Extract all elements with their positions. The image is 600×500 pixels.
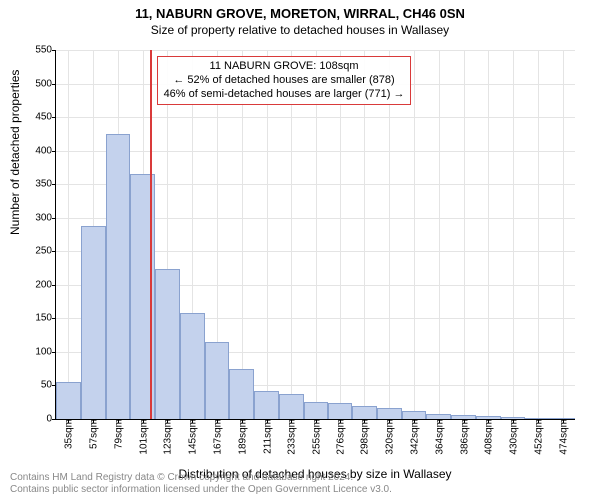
histogram-bar [402,411,427,419]
histogram-bar [155,269,180,419]
xtick-label: 430sqm [507,419,520,455]
chart-wrap: 05010015020025030035040045050055035sqm57… [55,50,575,420]
plot-area: 05010015020025030035040045050055035sqm57… [55,50,575,420]
xtick-label: 211sqm [260,419,273,454]
gridline-vertical [242,50,243,419]
histogram-bar [377,408,402,419]
xtick-label: 276sqm [333,419,346,455]
xtick-label: 35sqm [62,419,75,449]
xtick-label: 167sqm [210,419,223,455]
gridline-vertical [464,50,465,419]
xtick-label: 79sqm [111,419,124,449]
xtick-label: 123sqm [161,419,174,455]
xtick-label: 320sqm [383,419,396,455]
gridline-vertical [538,50,539,419]
gridline-vertical [414,50,415,419]
ytick-label: 150 [35,313,56,324]
ytick-label: 100 [35,346,56,357]
annotation-line1: 11 NABURN GROVE: 108sqm [164,60,405,74]
histogram-bar [254,391,279,419]
xtick-label: 145sqm [186,419,199,455]
title-sub: Size of property relative to detached ho… [0,21,600,37]
histogram-bar [304,402,329,419]
annotation-line3: 46% of semi-detached houses are larger (… [164,88,405,102]
gridline-vertical [513,50,514,419]
xtick-label: 233sqm [285,419,298,455]
histogram-bar [279,394,304,419]
title-main: 11, NABURN GROVE, MORETON, WIRRAL, CH46 … [0,0,600,21]
histogram-bar [426,414,451,419]
histogram-bar [550,418,575,419]
y-axis-label: Number of detached properties [8,70,22,235]
xtick-label: 57sqm [87,419,100,449]
xtick-label: 386sqm [457,419,470,455]
histogram-bar [328,403,352,419]
ytick-label: 350 [35,179,56,190]
gridline-vertical [291,50,292,419]
histogram-bar [81,226,106,419]
histogram-bar [205,342,230,419]
property-marker-line [150,50,152,419]
attribution-footer: Contains HM Land Registry data © Crown c… [10,472,392,496]
ytick-label: 450 [35,112,56,123]
ytick-label: 50 [41,380,56,391]
xtick-label: 255sqm [310,419,323,455]
histogram-bar [106,134,131,419]
ytick-label: 500 [35,78,56,89]
histogram-bar [501,417,526,419]
gridline-vertical [389,50,390,419]
histogram-bar [352,406,377,419]
histogram-bar [525,418,550,419]
gridline-vertical [316,50,317,419]
histogram-bar [180,313,205,419]
annotation-box: 11 NABURN GROVE: 108sqm← 52% of detached… [157,56,412,105]
xtick-label: 298sqm [358,419,371,455]
histogram-bar [229,369,254,419]
xtick-label: 474sqm [556,419,569,455]
gridline-vertical [340,50,341,419]
gridline-vertical [439,50,440,419]
gridline-vertical [364,50,365,419]
ytick-label: 250 [35,246,56,257]
gridline-vertical [267,50,268,419]
chart-container: 11, NABURN GROVE, MORETON, WIRRAL, CH46 … [0,0,600,500]
xtick-label: 408sqm [482,419,495,455]
xtick-label: 342sqm [408,419,421,455]
footer-line1: Contains HM Land Registry data © Crown c… [10,472,392,484]
ytick-label: 400 [35,145,56,156]
histogram-bar [451,415,476,419]
gridline-vertical [68,50,69,419]
histogram-bar [476,416,501,419]
xtick-label: 452sqm [531,419,544,455]
ytick-label: 300 [35,212,56,223]
ytick-label: 550 [35,45,56,56]
ytick-label: 0 [46,414,56,425]
ytick-label: 200 [35,279,56,290]
histogram-bar [56,382,81,419]
xtick-label: 189sqm [235,419,248,455]
gridline-vertical [563,50,564,419]
annotation-line2: ← 52% of detached houses are smaller (87… [164,74,405,88]
footer-line2: Contains public sector information licen… [10,484,392,496]
xtick-label: 364sqm [432,419,445,455]
xtick-label: 101sqm [136,419,149,455]
gridline-vertical [488,50,489,419]
